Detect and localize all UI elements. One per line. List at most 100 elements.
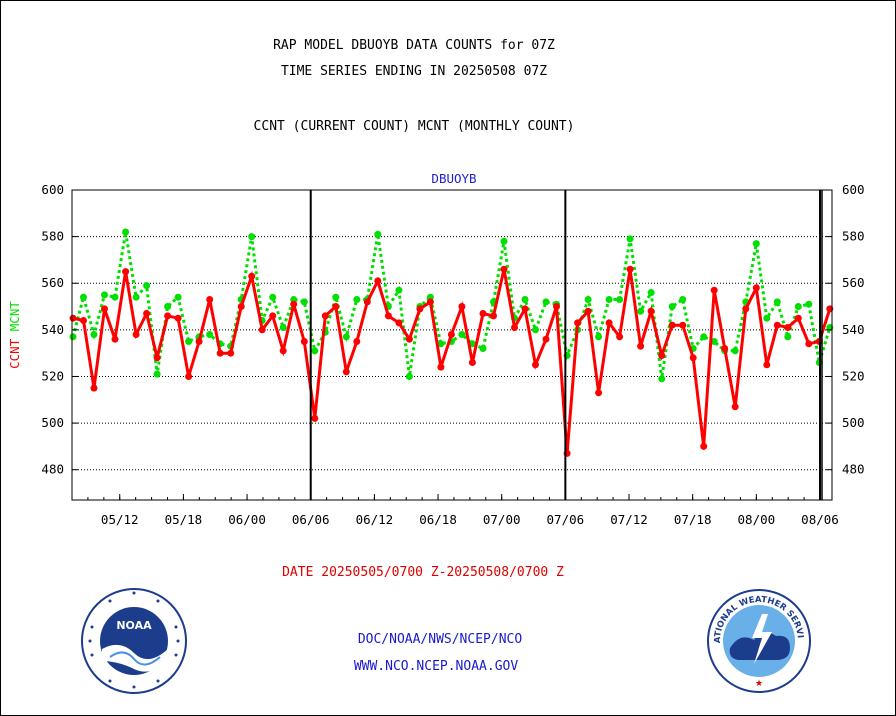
x-tick-label: 08/06 (801, 512, 839, 527)
data-point-mcnt (784, 333, 792, 341)
data-point-ccnt (532, 361, 539, 369)
data-point-ccnt (447, 331, 455, 338)
x-tick-label: 06/12 (356, 512, 394, 527)
data-point-mcnt (647, 289, 655, 297)
data-point-mcnt (626, 235, 634, 243)
y-tick-label-right: 480 (842, 462, 865, 477)
data-point-mcnt (773, 298, 781, 306)
x-tick-label: 08/00 (738, 512, 776, 527)
data-point-ccnt (69, 314, 77, 322)
data-point-ccnt (311, 414, 319, 422)
data-point-mcnt (710, 338, 718, 345)
y-axis-label-ccnt: CCNT (7, 331, 22, 369)
org-path-link[interactable]: DOC/NOAA/NWS/NCEP/NCO (357, 632, 523, 647)
data-point-ccnt (521, 305, 529, 313)
data-point-ccnt (458, 303, 466, 310)
data-point-ccnt (374, 277, 382, 285)
y-tick-label-left: 600 (41, 182, 64, 197)
data-point-ccnt (668, 321, 676, 329)
data-point-mcnt (353, 296, 361, 303)
data-point-ccnt (164, 312, 172, 320)
data-point-mcnt (269, 293, 277, 301)
data-point-ccnt (80, 317, 87, 324)
data-point-ccnt (227, 349, 235, 357)
date-range-label: DATE 20250505/0700 Z-20250508/0700 Z (282, 565, 564, 580)
data-point-mcnt (300, 298, 308, 306)
y-axis-label: CCNT MCNT (7, 301, 22, 369)
data-point-mcnt (342, 333, 350, 341)
data-point-ccnt (553, 303, 560, 310)
x-tick-label: 07/12 (610, 512, 648, 527)
data-point-ccnt (731, 403, 739, 411)
data-point-ccnt (185, 373, 193, 380)
data-point-ccnt (216, 349, 224, 357)
data-point-ccnt (500, 265, 508, 273)
data-point-mcnt (700, 333, 708, 341)
data-point-mcnt (248, 233, 256, 241)
x-tick-label: 06/18 (419, 512, 457, 527)
data-point-ccnt (763, 361, 771, 369)
data-point-ccnt (616, 333, 624, 341)
data-point-mcnt (122, 228, 130, 236)
org-website-link[interactable]: WWW.NCO.NCEP.NOAA.GOV (353, 659, 519, 674)
plot-title: DBUOYB (431, 171, 476, 186)
data-point-ccnt (637, 342, 645, 350)
data-point-ccnt (647, 307, 655, 315)
y-tick-label-right: 500 (842, 415, 865, 430)
data-point-ccnt (658, 352, 666, 359)
data-point-ccnt (584, 307, 592, 315)
data-point-mcnt (132, 293, 140, 301)
data-point-ccnt (752, 284, 760, 292)
data-point-ccnt (742, 305, 750, 313)
data-point-ccnt (237, 303, 245, 310)
data-point-ccnt (405, 335, 413, 343)
data-point-mcnt (395, 286, 403, 294)
data-point-mcnt (805, 300, 813, 308)
data-point-ccnt (805, 340, 813, 348)
data-point-ccnt (395, 319, 403, 327)
data-point-mcnt (374, 230, 382, 238)
data-point-ccnt (794, 314, 802, 322)
data-point-ccnt (574, 319, 582, 327)
data-point-ccnt (700, 442, 708, 450)
noaa-logo-text: NOAA (116, 619, 152, 632)
data-point-ccnt (490, 312, 497, 320)
data-point-ccnt (122, 268, 130, 276)
data-point-ccnt (363, 298, 371, 306)
data-point-mcnt (595, 333, 603, 341)
data-point-ccnt (195, 338, 203, 345)
data-point-mcnt (752, 240, 760, 248)
data-point-ccnt (321, 312, 329, 320)
x-tick-label: 07/18 (674, 512, 712, 527)
data-point-ccnt (279, 347, 287, 355)
series-line-ccnt (72, 268, 832, 454)
x-tick-label: 07/00 (483, 512, 521, 527)
data-point-mcnt (679, 296, 687, 303)
data-point-mcnt (332, 293, 340, 301)
data-point-mcnt (80, 293, 87, 301)
data-point-ccnt (206, 296, 214, 303)
y-tick-label-right: 580 (842, 229, 865, 244)
data-point-ccnt (511, 324, 518, 331)
data-point-mcnt (279, 324, 287, 331)
data-point-mcnt (185, 338, 193, 345)
data-point-mcnt (637, 307, 645, 315)
data-point-mcnt (532, 326, 539, 334)
data-point-mcnt (90, 331, 98, 338)
x-tick-label: 06/06 (292, 512, 330, 527)
data-point-mcnt (437, 340, 445, 348)
data-point-ccnt (710, 286, 718, 294)
data-point-ccnt (773, 321, 781, 329)
data-point-ccnt (248, 272, 256, 280)
data-point-ccnt (479, 310, 487, 317)
chart-subtitle: TIME SERIES ENDING IN 20250508 07Z (280, 64, 548, 79)
data-point-ccnt (290, 300, 298, 308)
series-description: CCNT (CURRENT COUNT) MCNT (MONTHLY COUNT… (253, 119, 575, 134)
data-point-mcnt (143, 282, 151, 290)
data-point-ccnt (90, 384, 98, 392)
data-point-ccnt (595, 389, 603, 397)
x-tick-label: 05/12 (101, 512, 139, 527)
x-tick-label: 06/00 (228, 512, 266, 527)
data-point-ccnt (153, 354, 161, 362)
data-point-ccnt (300, 338, 308, 345)
